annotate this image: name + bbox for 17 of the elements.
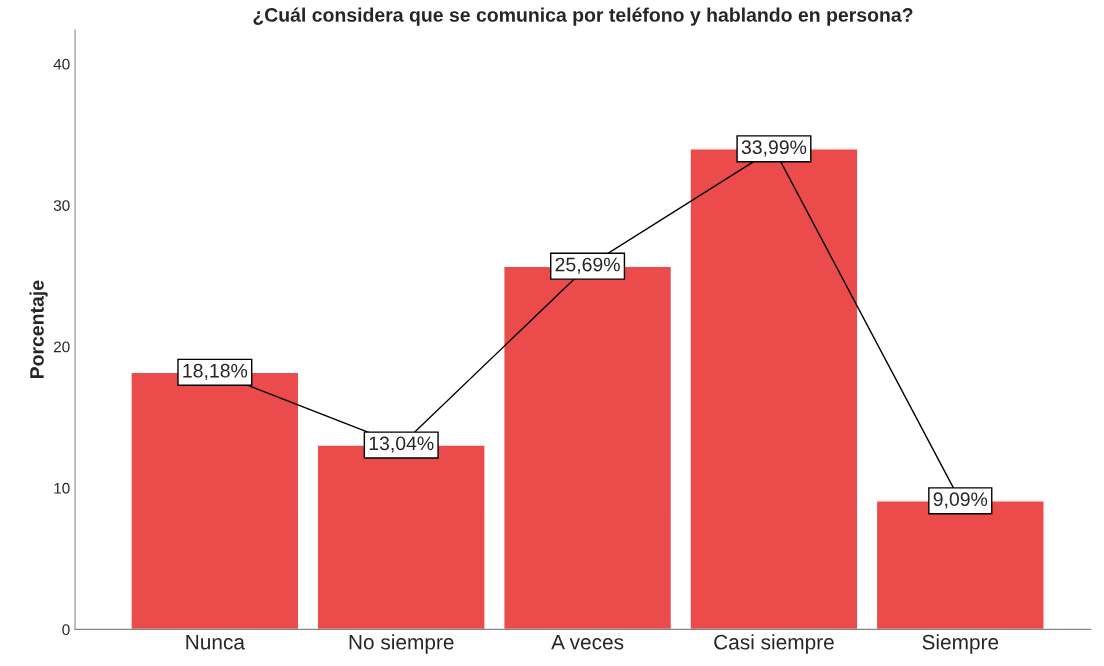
- x-tick-label: Casi siempre: [714, 634, 834, 654]
- y-tick-label: 40: [53, 58, 70, 70]
- data-label: 13,04%: [369, 436, 434, 453]
- x-tick-label: Siempre: [922, 634, 999, 654]
- y-tick-label: 20: [53, 341, 70, 353]
- y-axis-title: Porcentaje: [29, 280, 48, 379]
- x-tick-label: A veces: [551, 635, 624, 650]
- y-tick-label: 30: [53, 200, 70, 211]
- chart-title: ¿Cuál considera que se comunica por teléfono y hablando en persona?: [253, 7, 913, 26]
- data-label: 18,18%: [183, 363, 248, 380]
- data-label: 33,99%: [741, 140, 807, 157]
- x-tick-label: No siempre: [349, 634, 454, 654]
- data-label: 9,09%: [933, 492, 988, 509]
- y-tick-label: 10: [54, 482, 70, 494]
- y-tick-label: 0: [62, 624, 70, 636]
- x-tick-label: Nunca: [186, 635, 245, 650]
- data-label: 25,69%: [555, 257, 620, 274]
